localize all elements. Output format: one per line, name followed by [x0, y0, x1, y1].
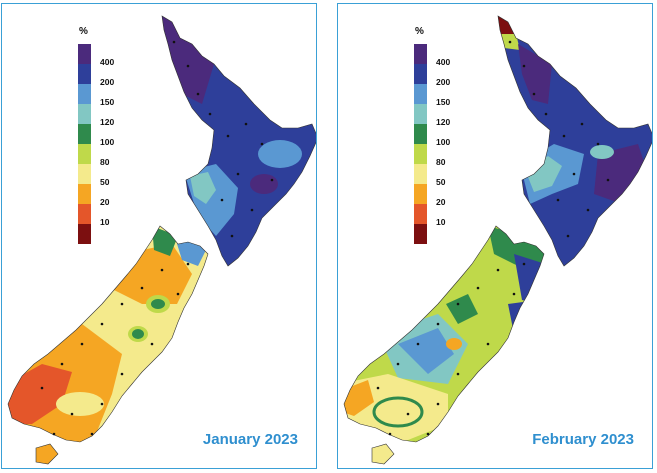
legend-entry: 200 [408, 64, 468, 87]
legend-label: 10 [436, 217, 446, 227]
legend-swatch [78, 184, 91, 204]
legend-swatch [414, 104, 427, 124]
legend-entry: 100 [408, 124, 468, 147]
legend-swatch [78, 44, 91, 64]
legend-swatch [414, 224, 427, 244]
legend-label: 10 [100, 217, 110, 227]
legend-entry: 400 [72, 44, 132, 67]
legend-entry [72, 224, 132, 244]
legend-entry: 50 [72, 164, 132, 187]
legend-entry: 120 [408, 104, 468, 127]
legend-label: 80 [436, 157, 446, 167]
legend-swatch [414, 124, 427, 144]
legend-label: 100 [436, 137, 451, 147]
legend-swatch [414, 204, 427, 224]
legend-swatch [414, 44, 427, 64]
legend-entry [408, 224, 468, 244]
legend-swatch [414, 164, 427, 184]
legend-entry: 100 [72, 124, 132, 147]
legend-swatch [78, 224, 91, 244]
map-panel-february: % 400 200 150 120 100 80 50 [337, 3, 653, 469]
legend-swatch [414, 64, 427, 84]
legend-swatch [78, 124, 91, 144]
legend-label: 20 [100, 197, 110, 207]
legend-entry: 200 [72, 64, 132, 87]
legend-label: 50 [100, 177, 110, 187]
legend-entry: 150 [72, 84, 132, 107]
legend-label: 50 [436, 177, 446, 187]
legend-entry: 10 [72, 204, 132, 227]
legend-label: 400 [436, 57, 451, 67]
legend-label: 80 [100, 157, 110, 167]
map-january [7, 15, 316, 465]
legend-label: 200 [100, 77, 115, 87]
legend-swatch [78, 204, 91, 224]
legend-swatch [414, 84, 427, 104]
legend-entry: 20 [72, 184, 132, 207]
legend-swatch [78, 104, 91, 124]
map-february [343, 15, 652, 465]
legend-label: 100 [100, 137, 115, 147]
legend-unit: % [415, 26, 424, 37]
map-panel-january: % 400 200 150 120 100 80 50 [1, 3, 317, 469]
legend-label: 20 [436, 197, 446, 207]
legend-entry: 20 [408, 184, 468, 207]
legend-swatch [78, 84, 91, 104]
legend-entry: 400 [408, 44, 468, 67]
legend-label: 150 [436, 97, 451, 107]
legend-label: 120 [100, 117, 115, 127]
legend-entry: 80 [72, 144, 132, 167]
legend-entry: 50 [408, 164, 468, 187]
panel-title-january: January 2023 [202, 431, 298, 448]
legend-label: 400 [100, 57, 115, 67]
legend-entry: 10 [408, 204, 468, 227]
legend-label: 120 [436, 117, 451, 127]
legend-label: 150 [100, 97, 115, 107]
panel-title-february: February 2023 [532, 431, 634, 448]
legend-entry: 80 [408, 144, 468, 167]
legend-swatch [78, 144, 91, 164]
legend-swatch [414, 184, 427, 204]
legend-label: 200 [436, 77, 451, 87]
legend-entry: 150 [408, 84, 468, 107]
legend-swatch [78, 64, 91, 84]
legend-unit: % [79, 26, 88, 37]
legend-swatch [78, 164, 91, 184]
legend-entry: 120 [72, 104, 132, 127]
legend-swatch [414, 144, 427, 164]
